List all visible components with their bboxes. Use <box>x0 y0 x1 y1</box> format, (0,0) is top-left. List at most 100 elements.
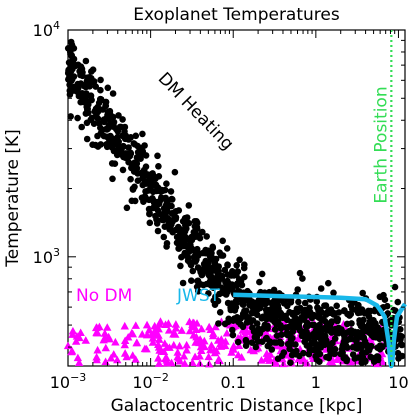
no-dm-point <box>145 325 154 334</box>
dm-point <box>162 201 170 209</box>
dm-series <box>64 38 406 367</box>
dm-point <box>115 125 122 132</box>
dm-point <box>236 256 243 264</box>
no-dm-point <box>138 330 147 338</box>
dm-point <box>74 80 82 88</box>
dm-point <box>78 90 86 97</box>
dm-point <box>219 237 226 245</box>
dm-point <box>339 349 346 357</box>
x-tick-label: 10 <box>388 373 408 392</box>
no-dm-point <box>132 338 142 347</box>
dm-point <box>192 254 200 262</box>
dm-point <box>212 282 219 290</box>
dm-point <box>177 262 184 270</box>
dm-point <box>251 333 259 341</box>
dm-point <box>302 329 309 336</box>
dm-point <box>204 259 212 267</box>
dm-point <box>123 204 131 212</box>
dm-point <box>302 336 309 344</box>
dm-point <box>205 290 212 297</box>
x-tick-label: 1 <box>311 373 321 392</box>
dm-point <box>83 119 91 127</box>
dm-point <box>163 180 170 187</box>
no-dm-point <box>249 346 259 355</box>
no-dm-point <box>266 350 275 358</box>
no-dm-point <box>74 358 84 367</box>
no-dm-point <box>182 340 191 349</box>
dm-point <box>270 288 278 296</box>
no-dm-point <box>204 322 214 331</box>
no-dm-point <box>92 323 101 331</box>
dm-point <box>237 277 245 285</box>
dm-point <box>296 325 303 332</box>
dm-point <box>308 314 316 322</box>
dm-point <box>147 171 155 178</box>
annotation-no-dm: No DM <box>76 286 132 306</box>
dm-point <box>309 321 316 329</box>
no-dm-point <box>191 338 200 346</box>
no-dm-point <box>208 331 218 340</box>
dm-point <box>289 311 297 318</box>
dm-point <box>224 299 232 307</box>
dm-point <box>380 291 387 299</box>
no-dm-point <box>142 344 151 353</box>
no-dm-point <box>73 353 83 362</box>
dm-point <box>122 132 130 140</box>
no-dm-point <box>127 328 137 337</box>
dm-point <box>188 277 195 285</box>
plot-area <box>63 29 407 369</box>
dm-point <box>278 331 285 339</box>
dm-point <box>132 132 140 140</box>
no-dm-point <box>148 338 158 346</box>
x-tick-labels: 10−3 10−2 0.1 1 10 <box>50 371 409 392</box>
no-dm-point <box>68 326 78 335</box>
dm-point <box>139 148 147 155</box>
dm-point <box>114 133 121 141</box>
dm-point <box>315 307 322 314</box>
no-dm-point <box>72 332 82 340</box>
dm-point <box>87 92 95 99</box>
dm-point <box>129 186 137 193</box>
dm-point <box>127 149 134 157</box>
dm-point <box>325 279 332 287</box>
dm-point <box>250 309 257 317</box>
dm-point <box>333 302 341 310</box>
dm-point <box>229 331 237 339</box>
no-dm-point <box>162 356 171 364</box>
dm-point <box>371 307 378 315</box>
dm-point <box>163 243 170 250</box>
dm-point <box>169 196 176 203</box>
dm-point <box>139 130 146 138</box>
dm-point <box>119 166 127 174</box>
no-dm-point <box>153 340 163 349</box>
dm-point <box>97 96 105 103</box>
no-dm-point <box>155 335 164 343</box>
dm-point <box>343 320 351 328</box>
dm-point <box>109 90 117 97</box>
dm-point <box>193 283 201 291</box>
dm-point <box>81 81 89 89</box>
dm-point <box>353 340 361 347</box>
dm-point <box>154 227 162 235</box>
dm-point <box>179 279 187 287</box>
no-dm-point <box>177 326 186 334</box>
dm-point <box>65 59 73 66</box>
dm-point <box>233 299 240 307</box>
no-dm-point <box>120 321 129 330</box>
no-dm-point <box>189 331 198 339</box>
no-dm-point <box>171 320 181 328</box>
dm-point <box>374 344 381 352</box>
dm-point <box>318 316 326 323</box>
no-dm-point <box>262 328 271 336</box>
no-dm-point <box>175 341 184 350</box>
no-dm-point <box>197 324 206 333</box>
no-dm-point <box>279 359 288 368</box>
dm-point <box>277 325 285 332</box>
dm-point <box>195 232 203 239</box>
dm-point <box>286 345 293 353</box>
dm-point <box>97 141 105 148</box>
dm-point <box>308 339 316 347</box>
dm-point <box>327 306 335 313</box>
dm-point <box>357 322 365 330</box>
